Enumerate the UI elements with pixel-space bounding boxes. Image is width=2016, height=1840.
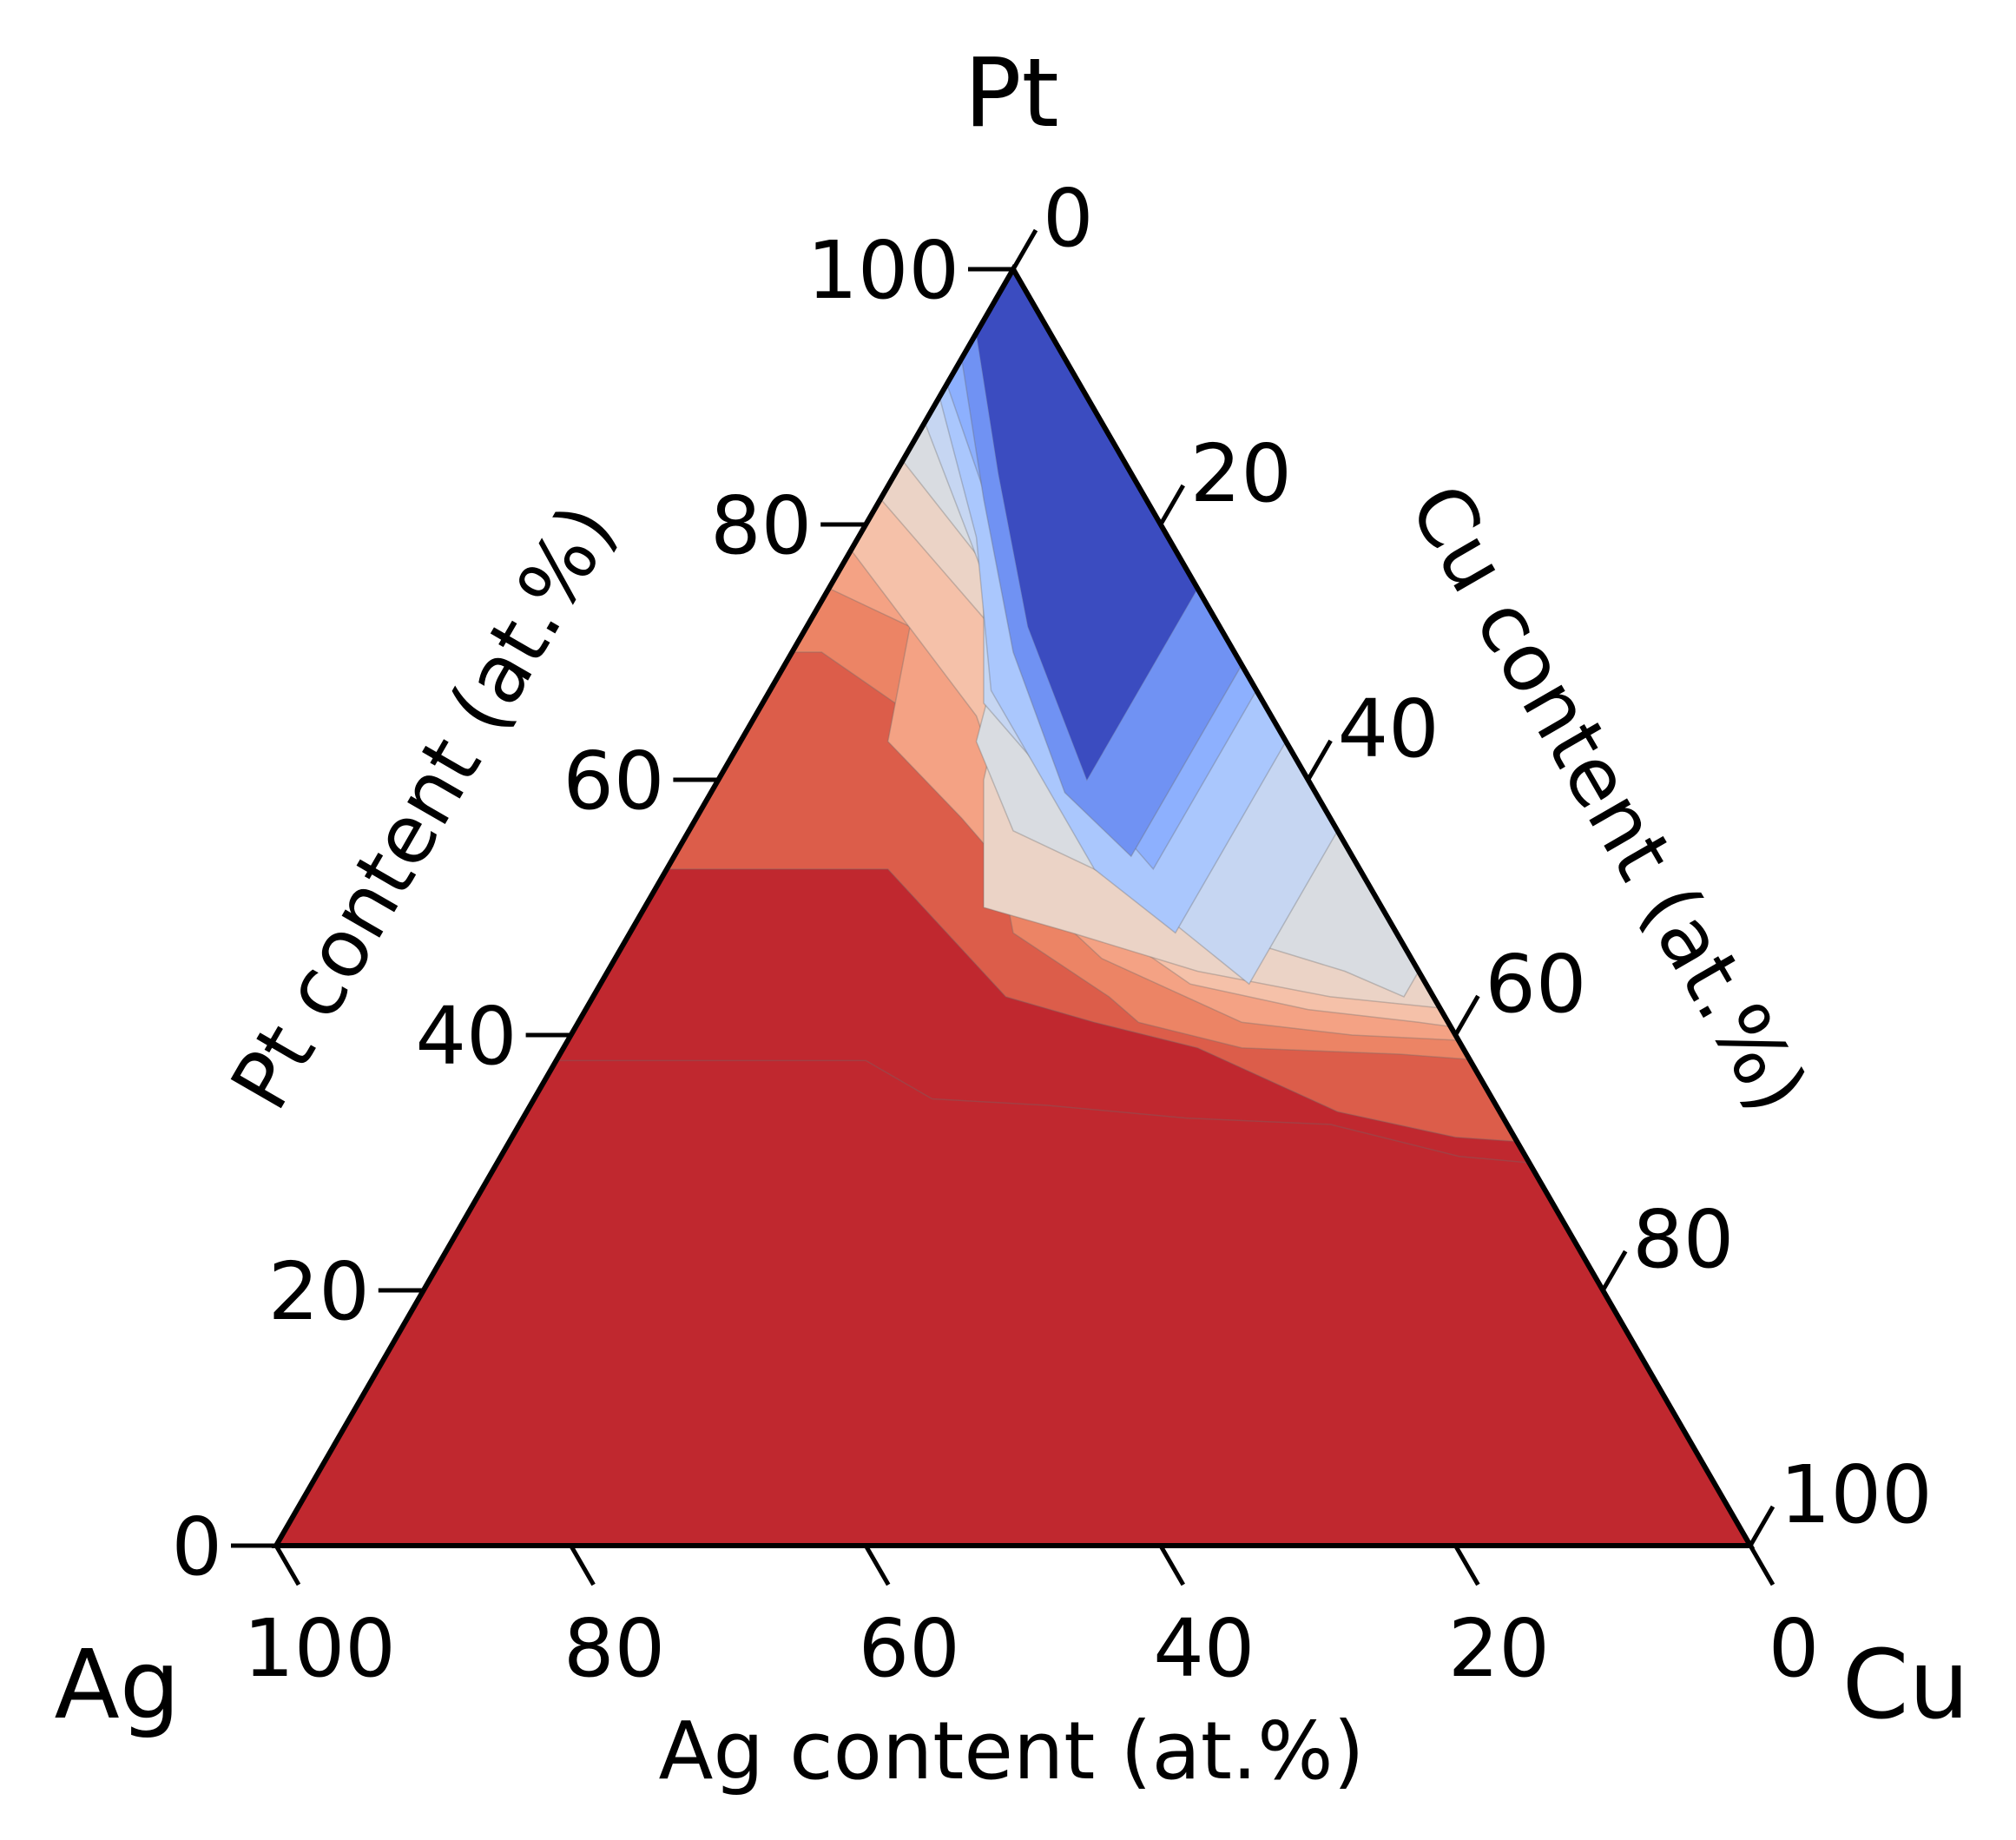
cu-tick	[1011, 228, 1038, 271]
axis-title-cu: Cu content (at.%)	[1391, 469, 1825, 1128]
cu-tick	[1306, 739, 1333, 782]
ag-tick-label: 40	[1153, 1602, 1255, 1695]
contour-fill	[276, 269, 1750, 1546]
pt-tick-label: 100	[807, 224, 959, 317]
corner-label-ag: Ag	[54, 1629, 180, 1740]
ag-tick-label: 60	[859, 1602, 960, 1695]
ag-tick	[273, 1544, 301, 1586]
cu-tick-label: 80	[1632, 1193, 1734, 1286]
ag-tick	[569, 1544, 596, 1586]
pt-tick-label: 0	[171, 1500, 222, 1593]
ag-tick	[1158, 1544, 1185, 1586]
ag-tick-label: 80	[563, 1602, 665, 1695]
cu-tick-label: 20	[1190, 427, 1292, 520]
ag-tick	[864, 1544, 891, 1586]
cu-tick	[1158, 484, 1185, 526]
cu-tick-label: 0	[1043, 172, 1094, 265]
corner-label-pt: Pt	[964, 37, 1058, 148]
ag-tick	[1748, 1544, 1776, 1586]
ag-tick-label: 20	[1448, 1602, 1550, 1695]
triangle-outline	[271, 264, 1756, 1548]
pt-tick-label: 60	[563, 735, 664, 828]
pt-tick-label: 20	[268, 1245, 370, 1338]
cu-tick	[1453, 994, 1480, 1037]
axis-title-ag: Ag content (at.%)	[659, 1705, 1365, 1797]
ag-tick-label: 0	[1769, 1602, 1820, 1695]
contour-region	[976, 269, 1198, 780]
pt-tick-label: 80	[710, 479, 812, 572]
cu-tick-label: 100	[1780, 1448, 1933, 1541]
cu-tick-label: 60	[1485, 938, 1586, 1031]
corner-label-cu: Cu	[1842, 1629, 1970, 1740]
ag-tick	[1453, 1544, 1480, 1586]
cu-tick	[1601, 1250, 1628, 1292]
cu-tick-label: 40	[1338, 683, 1440, 775]
ag-tick-label: 100	[243, 1602, 396, 1695]
pt-tick-label: 40	[416, 990, 517, 1083]
axis-ticks	[231, 228, 1776, 1586]
cu-tick	[1748, 1505, 1776, 1547]
